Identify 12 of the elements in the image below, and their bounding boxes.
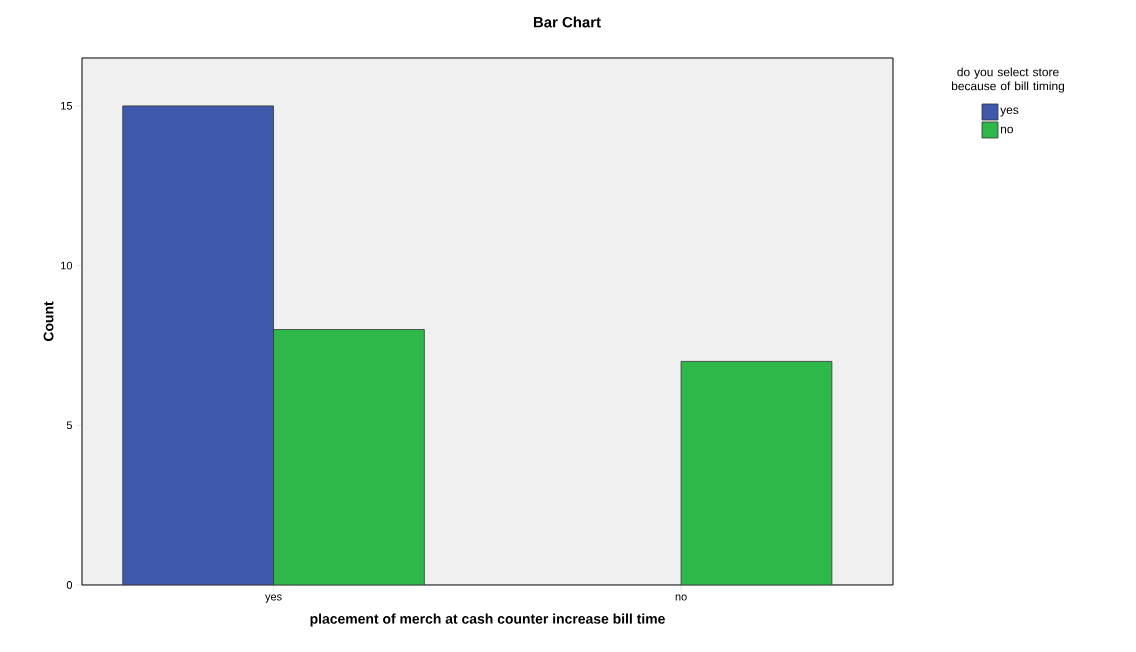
- legend-label: no: [1001, 126, 1013, 134]
- y-tick-label: 5: [66, 421, 73, 430]
- legend-title: do you select store because of bill timing: [951, 67, 1065, 93]
- x-axis-title: placement of merch at cash counter increase bill time: [310, 613, 665, 627]
- bar: [273, 329, 425, 585]
- y-tick-label: 15: [61, 102, 73, 110]
- bar: [680, 361, 833, 585]
- y-tick-label: 10: [61, 261, 73, 270]
- y-tick-label: 0: [66, 581, 73, 589]
- y-axis-title: Count: [43, 301, 54, 342]
- chart-title: Bar Chart: [533, 16, 601, 28]
- legend-label: yes: [1000, 107, 1019, 117]
